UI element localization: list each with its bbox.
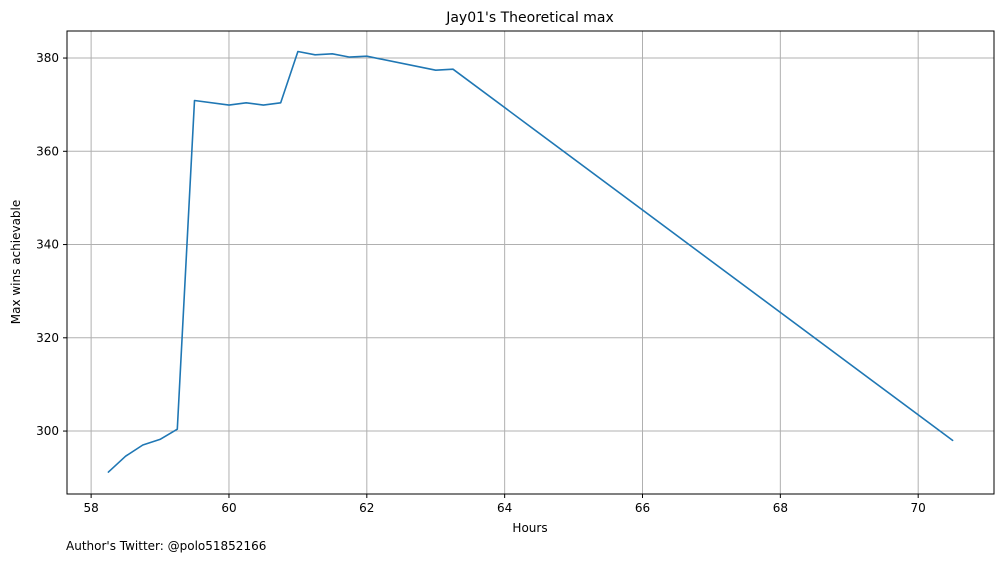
y-tick-label: 380 <box>36 51 59 65</box>
y-axis: 300 320 340 360 380 <box>36 51 67 438</box>
y-tick-label: 320 <box>36 331 59 345</box>
y-axis-label: Max wins achievable <box>9 200 23 325</box>
chart-title: Jay01's Theoretical max <box>445 10 614 26</box>
x-axis-label: Hours <box>512 521 547 535</box>
x-tick-label: 70 <box>911 501 926 515</box>
y-tick-label: 300 <box>36 424 59 438</box>
x-tick-label: 60 <box>221 501 236 515</box>
plot-frame <box>66 30 995 495</box>
x-axis: 58 60 62 64 66 68 70 <box>83 494 926 515</box>
series-line <box>107 50 954 473</box>
x-tick-label: 66 <box>635 501 650 515</box>
grid <box>67 31 994 494</box>
y-tick-label: 360 <box>36 144 59 158</box>
x-tick-label: 68 <box>773 501 788 515</box>
x-tick-label: 62 <box>359 501 374 515</box>
plot-series <box>107 50 954 473</box>
y-tick-label: 340 <box>36 238 59 252</box>
x-tick-label: 58 <box>83 501 98 515</box>
x-tick-label: 64 <box>497 501 512 515</box>
author-credit: Author's Twitter: @polo51852166 <box>66 539 266 553</box>
